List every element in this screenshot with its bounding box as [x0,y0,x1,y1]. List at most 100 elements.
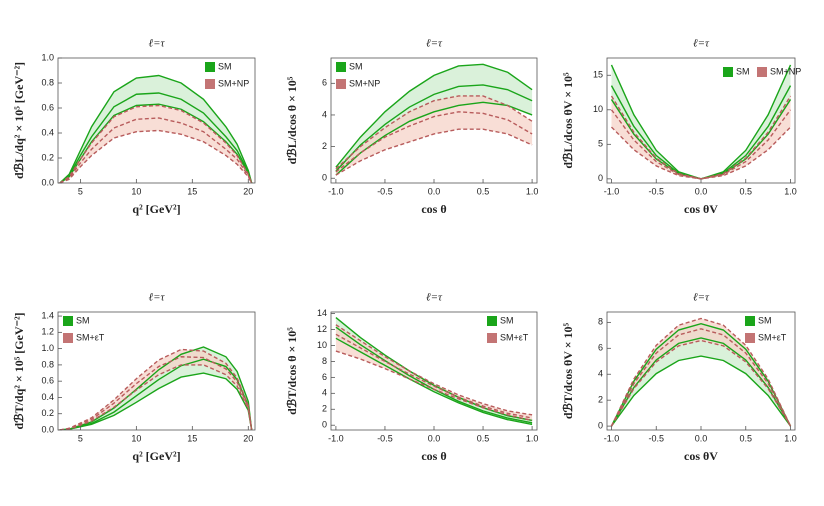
x-tick-label: 0.5 [740,186,753,196]
curve [610,322,792,427]
plot-area [610,64,792,180]
y-axis-label: dℬL/dcos θV × 10⁵ [561,72,575,169]
x-tick-label: 1.0 [526,433,539,443]
x-tick-label: 10 [131,433,141,443]
y-tick-label: 2 [598,395,603,405]
panel-title: ℓ=τ [149,292,166,304]
curve [610,85,792,180]
curve [335,84,533,172]
band [59,346,252,430]
curve [610,95,792,180]
y-tick-label: 0.8 [41,359,54,369]
x-axis-label: cos θV [684,449,718,463]
panel-title: ℓ=τ [426,38,443,50]
legend-label: SM [76,315,90,325]
frame [57,57,256,184]
panel-title: ℓ=τ [693,38,710,50]
legend-label: SM+NP [770,66,801,76]
legend-label: SM [349,61,363,71]
y-tick-label: 6 [322,78,327,88]
y-axis-label: dℬT/dq² × 10⁵ [GeV⁻²] [12,312,26,429]
legend-swatch [205,79,215,89]
y-axis-label: dℬT/dcos θV × 10⁵ [561,322,575,419]
x-tick-label: -1.0 [328,433,344,443]
x-tick-label: 0.5 [740,433,753,443]
curve [59,92,253,183]
x-tick-label: -1.0 [604,433,620,443]
x-tick-label: 15 [187,433,197,443]
curve [59,358,253,430]
y-tick-label: 6 [322,372,327,382]
curve [335,350,533,422]
y-tick-label: 0.6 [41,376,54,386]
curve [610,99,792,180]
curve [335,111,533,173]
y-tick-label: 0.8 [41,77,54,87]
y-tick-label: 8 [598,317,603,327]
legend-label: SM [500,315,514,325]
curve [59,104,253,183]
y-tick-label: 0 [322,420,327,430]
x-tick-label: 1.0 [784,433,797,443]
y-axis-label: dℬT/dcos θ × 10⁵ [285,327,299,415]
curve [610,337,792,427]
y-tick-label: 0.0 [41,177,54,187]
curve [610,328,792,427]
x-tick-label: 10 [131,186,141,196]
curve [335,333,533,419]
legend-swatch [745,333,755,343]
y-tick-label: 1.4 [41,310,54,320]
y-tick-label: 0.0 [41,424,54,434]
legend-swatch [745,316,755,326]
band [335,95,533,176]
curve [335,128,533,176]
legend-swatch [205,62,215,72]
y-tick-label: 0 [322,173,327,183]
x-tick-label: -0.5 [377,186,393,196]
panel: ℓ=τ cos θ dℬT/dcos θ × 10⁵ -1.0 -0.5 0.0 0.5 1.… [285,292,539,463]
legend-swatch [723,67,733,77]
legend-swatch [336,79,346,89]
x-tick-label: 1.0 [526,186,539,196]
x-tick-label: 5 [78,433,83,443]
x-tick-label: -1.0 [328,186,344,196]
legend-swatch [336,62,346,72]
legend-label: SM+NP [218,78,249,88]
x-axis-label: cos θ [421,202,446,216]
curve [335,337,533,426]
y-tick-label: 0.2 [41,152,54,162]
x-tick-label: 5 [78,186,83,196]
x-tick-label: -0.5 [648,186,664,196]
x-tick-label: 15 [187,186,197,196]
panel-title: ℓ=τ [693,292,710,304]
y-tick-label: 4 [322,388,327,398]
legend-label: SM [218,61,232,71]
y-tick-label: 15 [593,70,603,80]
panel: ℓ=τ q² [GeV²] dℬT/dq² × 10⁵ [GeV⁻²] 5 10 15 20… [12,292,256,463]
y-tick-label: 6 [598,343,603,353]
curve [610,339,792,427]
x-tick-label: 20 [243,433,253,443]
band [335,64,533,176]
y-tick-label: 12 [317,324,327,334]
x-axis-label: q² [GeV²] [132,202,180,216]
panel-title: ℓ=τ [426,292,443,304]
y-tick-label: 0 [598,420,603,430]
y-tick-label: 10 [593,104,603,114]
legend-swatch [63,316,73,326]
y-tick-label: 2 [322,141,327,151]
legend-label: SM+NP [349,78,380,88]
plot-area [335,317,533,426]
y-tick-label: 10 [317,340,327,350]
y-tick-label: 14 [317,308,327,318]
x-tick-label: 0.0 [695,186,708,196]
panel: ℓ=τ q² [GeV²] dℬL/dq² × 10⁵ [GeV⁻²] 5 10 15 20… [12,38,256,216]
x-tick-label: 0.5 [477,186,490,196]
legend-label: SM [758,315,772,325]
x-tick-label: 1.0 [784,186,797,196]
legend-label: SM [736,66,750,76]
plot-area [610,317,792,427]
y-tick-label: 1.0 [41,52,54,62]
curve [59,356,253,430]
